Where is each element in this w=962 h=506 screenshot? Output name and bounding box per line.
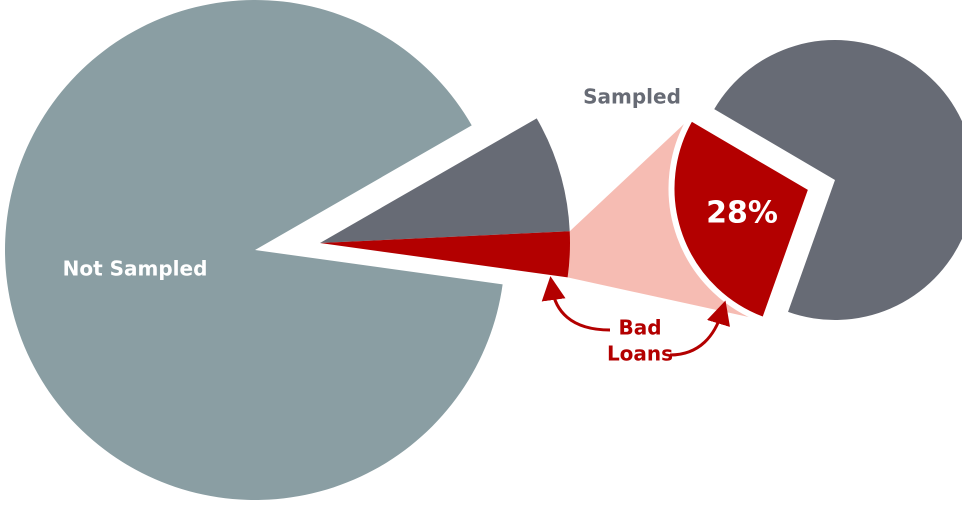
pie-slice (320, 231, 570, 278)
pie-slice (320, 118, 570, 243)
pie-slice (714, 40, 962, 320)
pie-slice (5, 0, 503, 501)
slice-label: Sampled (583, 85, 681, 109)
pie-slice (668, 113, 816, 325)
slice-label: Not Sampled (63, 257, 208, 281)
annotation: Bad (618, 316, 661, 340)
marks (5, 0, 962, 501)
arrow (669, 300, 730, 357)
annotation: Loans (607, 342, 673, 366)
arrow (541, 276, 611, 332)
data-label: 28% (706, 196, 778, 231)
